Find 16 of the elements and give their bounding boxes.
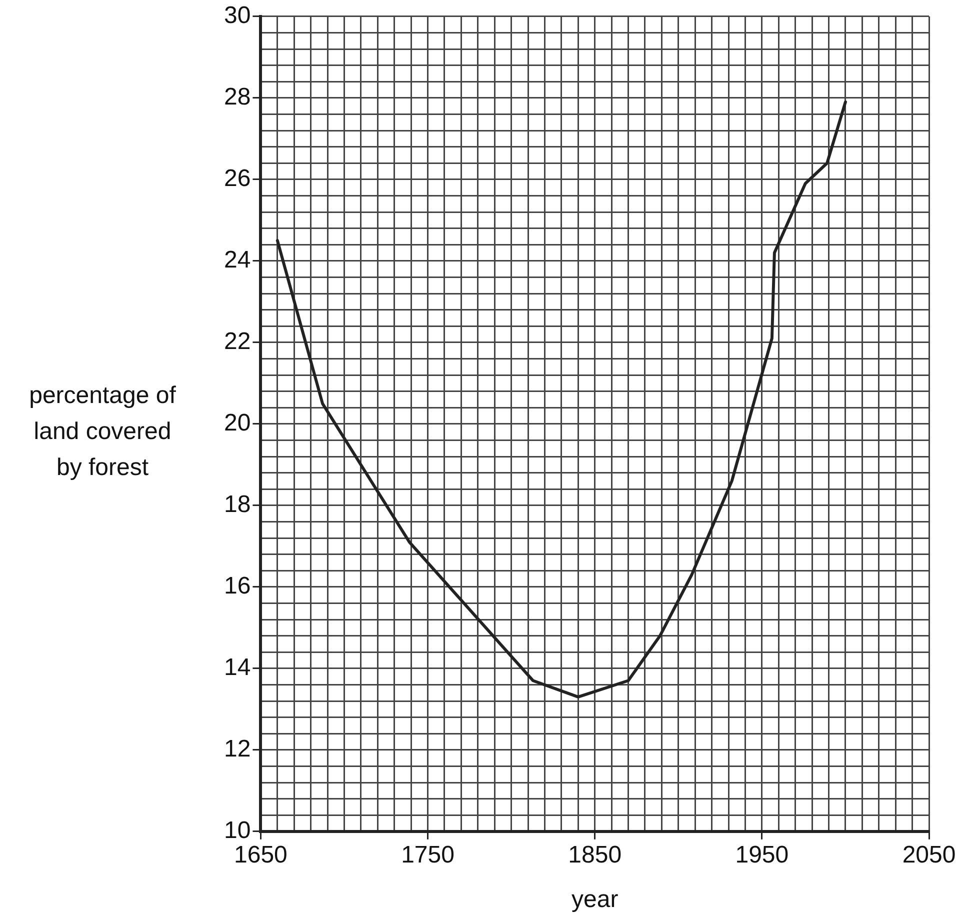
y-tick-label: 28 <box>224 84 251 111</box>
x-tick-label: 1950 <box>735 841 789 868</box>
y-tick-label: 12 <box>224 736 251 763</box>
y-tick-label: 30 <box>224 2 251 30</box>
x-tick-label: 1850 <box>568 841 622 868</box>
x-tick-label: 1750 <box>401 841 454 868</box>
y-tick-label: 16 <box>224 572 251 600</box>
y-tick-label: 20 <box>224 410 251 437</box>
x-tick-label: 2050 <box>902 841 956 868</box>
y-tick-label: 14 <box>224 654 251 682</box>
y-tick-label: 24 <box>224 246 251 274</box>
y-tick-label: 26 <box>224 165 251 192</box>
y-axis-title: percentage of land covered by forest <box>28 381 177 483</box>
y-tick-label: 22 <box>224 328 251 356</box>
x-axis-title: year <box>572 886 618 914</box>
y-tick-label: 18 <box>224 491 251 518</box>
